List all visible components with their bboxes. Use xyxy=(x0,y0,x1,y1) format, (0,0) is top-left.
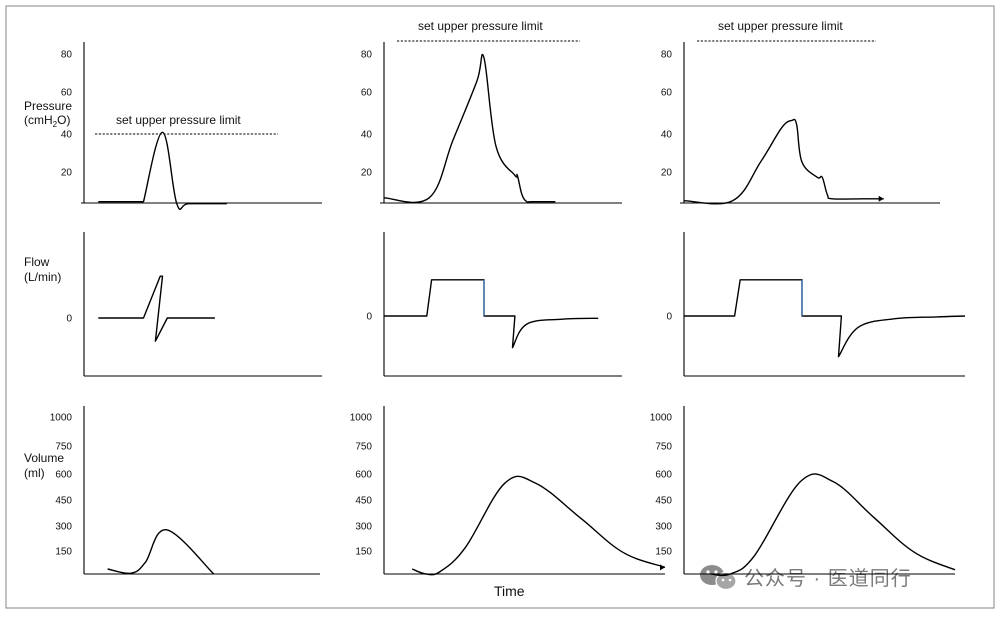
pressure-2-y-tick-60: 60 xyxy=(361,88,373,99)
volume-3-y-tick-600: 600 xyxy=(655,470,672,481)
volume-2-y-tick-1000: 1000 xyxy=(350,413,373,424)
volume-1-y-tick-450: 450 xyxy=(55,496,72,507)
flow-1-series-flow xyxy=(98,275,215,342)
pressure-1-series-pressure xyxy=(98,131,227,211)
volume-2-y-tick-300: 300 xyxy=(355,522,372,533)
volume-1-y-tick-600: 600 xyxy=(55,470,72,481)
flow-1-y-tick-0: 0 xyxy=(66,314,72,325)
watermark-text: 公众号 · 医道同行 xyxy=(744,567,912,590)
volume-1-series-volume xyxy=(107,529,215,575)
volume-3-y-tick-300: 300 xyxy=(655,522,672,533)
volume-2-end-arrow xyxy=(660,564,665,571)
volume-2-y-tick-600: 600 xyxy=(355,470,372,481)
volume-3-y-tick-450: 450 xyxy=(655,496,672,507)
pressure-limit-label-3: set upper pressure limit xyxy=(718,19,843,33)
pressure-axis-unit: (cmH2O) xyxy=(24,113,70,129)
volume-3-y-tick-750: 750 xyxy=(655,442,672,453)
pressure-3-series-pressure xyxy=(683,118,884,205)
flow-3-series-flow xyxy=(684,279,966,358)
volume-2-y-tick-150: 150 xyxy=(355,547,372,558)
flow-2-y-tick-0: 0 xyxy=(366,312,372,323)
flow-2-series-flow xyxy=(384,279,599,349)
volume-3-y-tick-150: 150 xyxy=(655,547,672,558)
volume-2-y-tick-750: 750 xyxy=(355,442,372,453)
charts-layer: 20 40 60 80 20 40 60 80 20 40 60 80 0 0 0 150 300 450 600 7… xyxy=(50,40,966,577)
pressure-limit-label-2: set upper pressure limit xyxy=(418,19,543,33)
pressure-3-y-tick-60: 60 xyxy=(661,88,673,99)
figure-border xyxy=(5,5,995,609)
volume-axis-unit: (ml) xyxy=(24,466,45,480)
volume-1-y-tick-150: 150 xyxy=(55,547,72,558)
pressure-2-series-pressure xyxy=(383,53,556,204)
flow-3-y-tick-0: 0 xyxy=(666,312,672,323)
volume-axis-label: Volume xyxy=(24,451,64,465)
volume-1-y-tick-750: 750 xyxy=(55,442,72,453)
flow-axis-label: Flow xyxy=(24,255,50,269)
pressure-1-y-tick-60: 60 xyxy=(61,88,73,99)
time-axis-label: Time xyxy=(494,583,525,599)
volume-1-y-tick-300: 300 xyxy=(55,522,72,533)
pressure-2-y-tick-40: 40 xyxy=(361,130,373,141)
flow-axis-unit: (L/min) xyxy=(24,270,61,284)
pressure-3-end-arrow xyxy=(878,195,884,202)
pressure-3-y-tick-40: 40 xyxy=(661,130,673,141)
pressure-1-y-tick-20: 20 xyxy=(61,168,73,179)
volume-2-series-volume xyxy=(411,475,666,576)
pressure-2-y-tick-20: 20 xyxy=(361,168,373,179)
pressure-limit-label-1: set upper pressure limit xyxy=(116,113,241,127)
pressure-3-y-tick-20: 20 xyxy=(661,168,673,179)
pressure-1-y-tick-40: 40 xyxy=(61,130,73,141)
volume-2-y-tick-450: 450 xyxy=(355,496,372,507)
volume-3-y-tick-1000: 1000 xyxy=(650,413,673,424)
volume-3-series-volume xyxy=(711,473,956,577)
pressure-1-y-tick-80: 80 xyxy=(61,50,73,61)
pressure-axis-label: Pressure xyxy=(24,99,72,113)
wechat-icon xyxy=(700,565,737,591)
pressure-2-y-tick-80: 80 xyxy=(361,50,373,61)
pressure-3-y-tick-80: 80 xyxy=(661,50,673,61)
volume-1-y-tick-1000: 1000 xyxy=(50,413,73,424)
